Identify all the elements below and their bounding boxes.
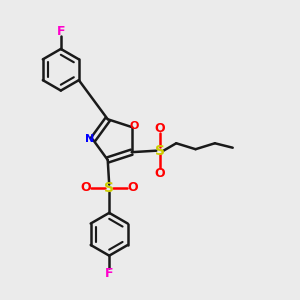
Text: N: N	[85, 134, 94, 144]
Text: O: O	[81, 181, 91, 194]
Text: O: O	[154, 122, 165, 135]
Text: O: O	[127, 181, 138, 194]
Text: F: F	[57, 25, 65, 38]
Text: O: O	[130, 121, 139, 131]
Text: O: O	[154, 167, 165, 180]
Text: S: S	[104, 181, 114, 195]
Text: F: F	[105, 267, 113, 280]
Text: S: S	[155, 144, 165, 158]
